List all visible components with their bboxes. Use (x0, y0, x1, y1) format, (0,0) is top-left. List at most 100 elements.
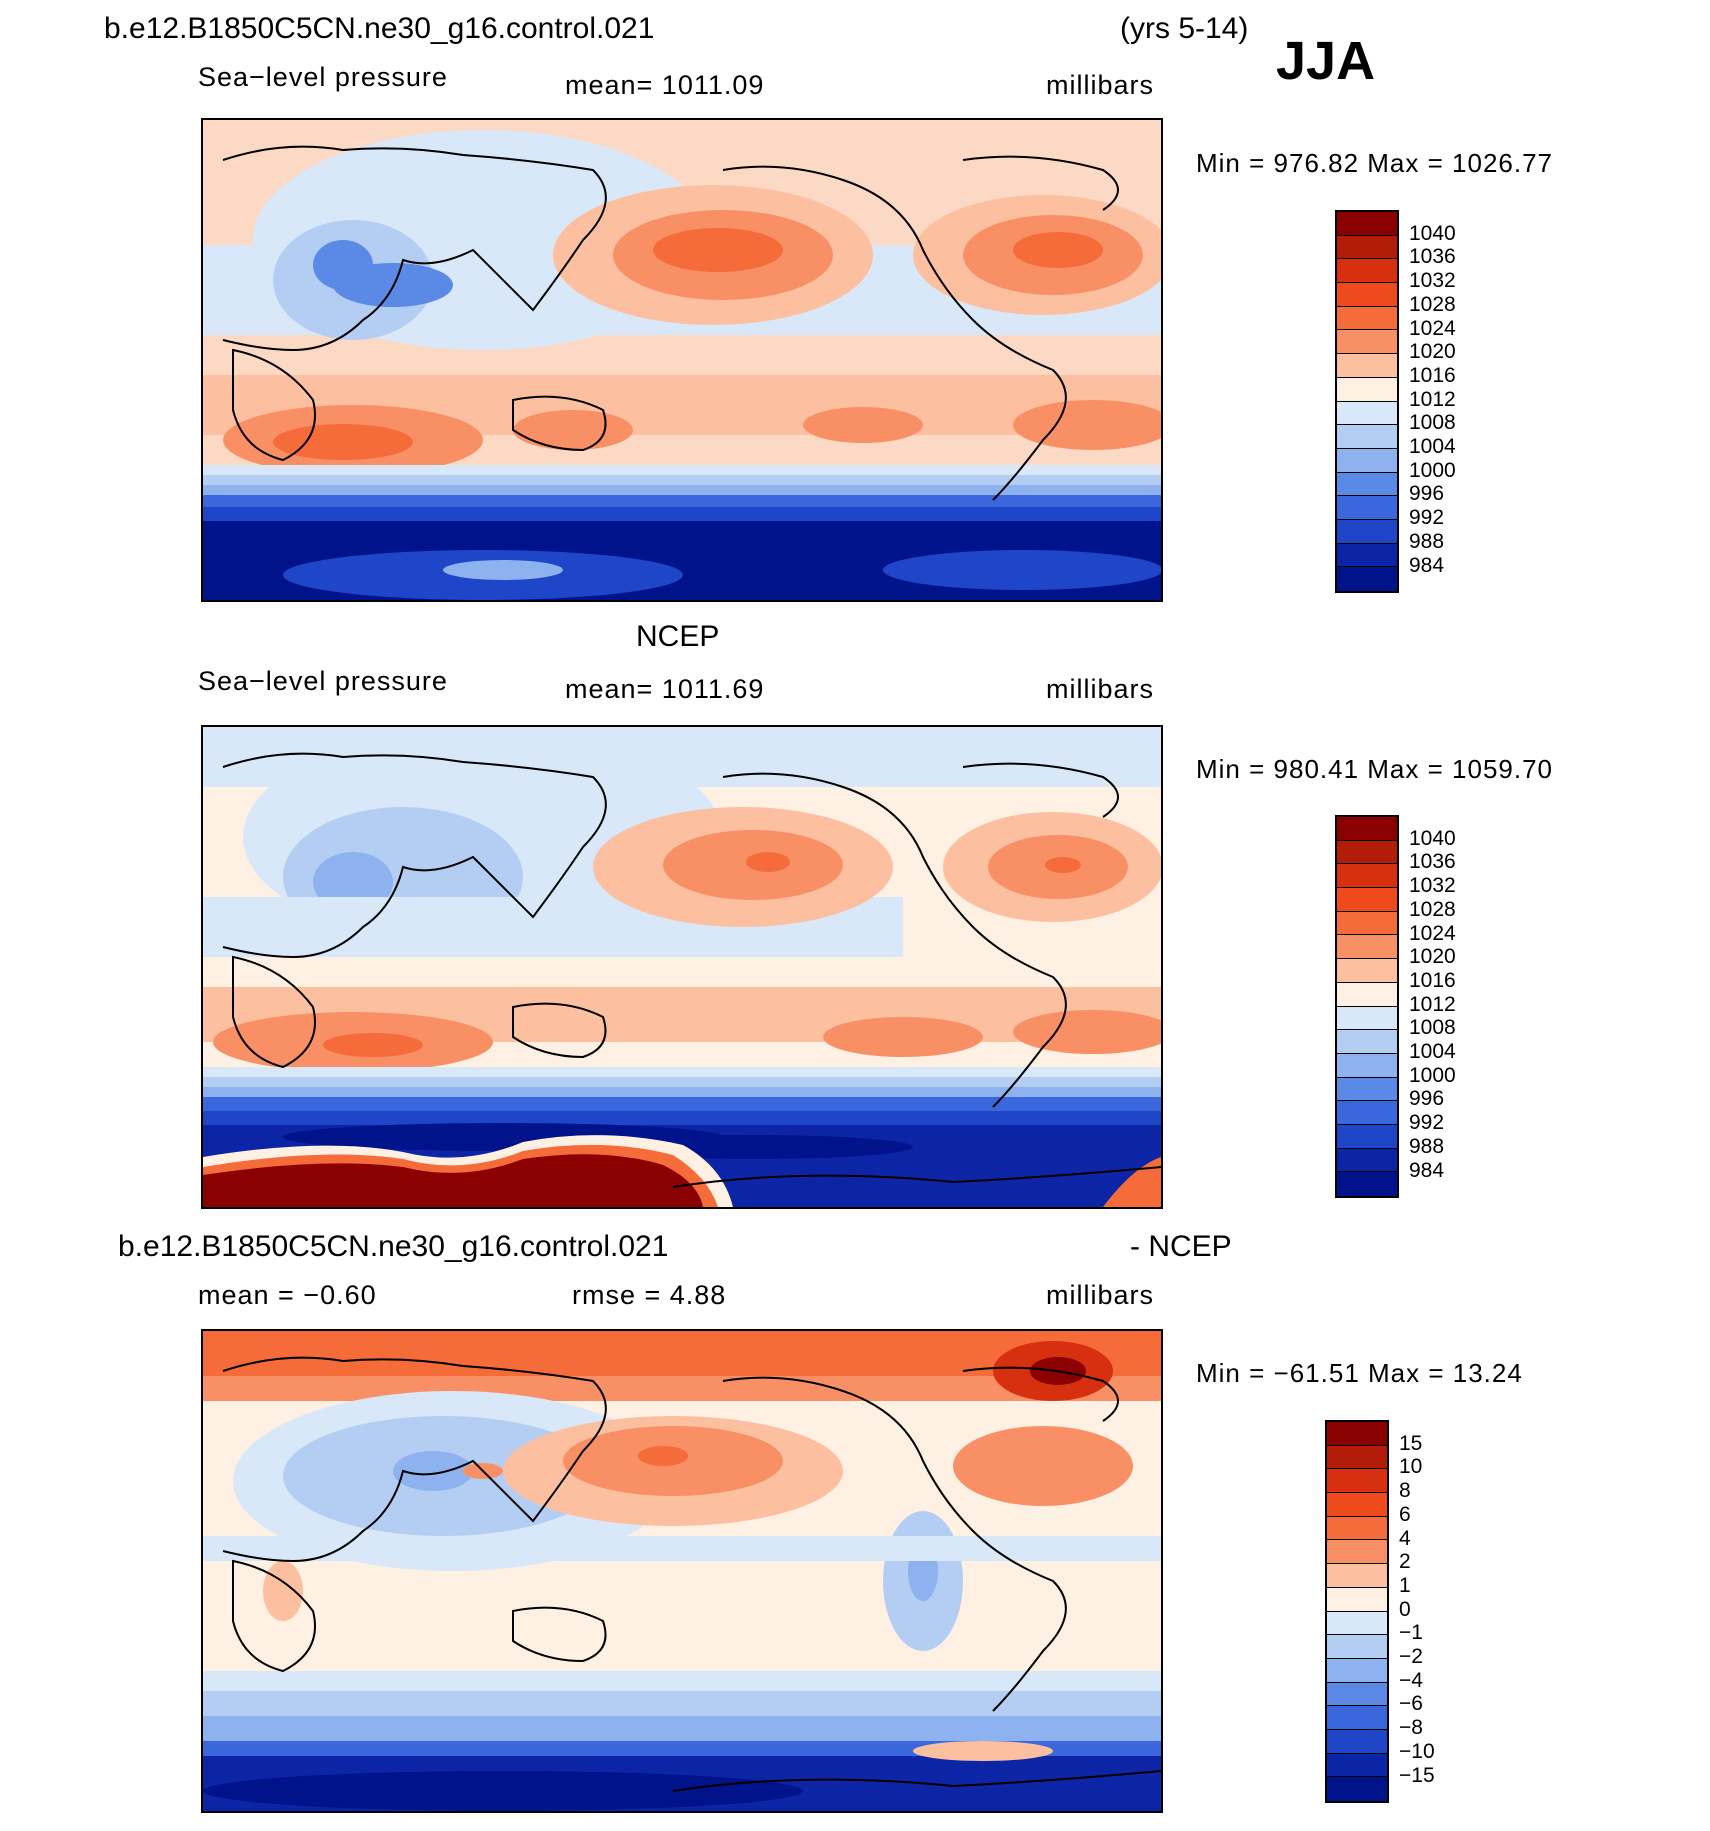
colorbar-swatch (1327, 1753, 1387, 1778)
colorbar-swatch (1327, 1658, 1387, 1683)
colorbar-tick-label: 1024 (1409, 921, 1456, 945)
colorbar-swatch (1337, 840, 1397, 865)
colorbar-tick-label: −10 (1399, 1739, 1435, 1763)
colorbar-tick-label: 1004 (1409, 435, 1456, 458)
colorbar-swatch (1337, 354, 1397, 378)
colorbar-tick-label: −4 (1399, 1668, 1423, 1692)
panel3-minmax: Min = −61.51 Max = 13.24 (1196, 1358, 1523, 1388)
colorbar-swatch (1337, 212, 1397, 236)
panel1-minmax: Min = 976.82 Max = 1026.77 (1196, 148, 1554, 178)
colorbar-swatch (1327, 1777, 1387, 1801)
panel1-units: millibars (1046, 70, 1155, 100)
colorbar-swatch (1337, 935, 1397, 960)
colorbar-swatch (1337, 1124, 1397, 1149)
panel1-map (201, 118, 1163, 602)
panel3-mean: mean = −0.60 (198, 1280, 377, 1310)
colorbar-tick-label: 0 (1399, 1597, 1411, 1621)
colorbar-swatch (1337, 1006, 1397, 1031)
colorbar-tick-label: 1024 (1409, 316, 1456, 340)
colorbar-tick-label: 992 (1409, 1111, 1445, 1135)
colorbar-tick-label: 1028 (1409, 897, 1456, 921)
colorbar-tick-label: 1004 (1409, 1040, 1456, 1063)
colorbar-swatch (1337, 496, 1397, 520)
colorbar-swatch (1327, 1611, 1387, 1636)
colorbar-tick-label: 1008 (1409, 1016, 1456, 1040)
colorbar-swatch (1337, 1030, 1397, 1054)
colorbar-swatch (1337, 330, 1397, 355)
colorbar-swatch (1337, 888, 1397, 912)
panel2-minmax: Min = 980.41 Max = 1059.70 (1196, 754, 1554, 784)
panel2-units: millibars (1046, 674, 1155, 704)
colorbar-swatch (1327, 1516, 1387, 1541)
colorbar-swatch (1337, 982, 1397, 1007)
colorbar-swatch (1337, 519, 1397, 544)
colorbar-swatch (1327, 1422, 1387, 1446)
colorbar-tick-label: 1016 (1409, 363, 1456, 387)
colorbar-swatch (1337, 1172, 1397, 1196)
case-name-title: b.e12.B1850C5CN.ne30_g16.control.021 (104, 12, 655, 45)
colorbar-swatch (1327, 1493, 1387, 1517)
colorbar-swatch (1337, 543, 1397, 568)
colorbar-swatch (1337, 959, 1397, 983)
panel2-colorbar: 1040 1036 1032 1028 1024 1020 1016 1012 1008 1004… (1335, 815, 1555, 1198)
colorbar-swatch (1337, 864, 1397, 889)
colorbar-tick-label: 1008 (1409, 411, 1456, 435)
panel1-mean: mean= 1011.09 (565, 70, 765, 100)
colorbar-tick-label: 2 (1399, 1550, 1411, 1574)
panel2-title: NCEP (636, 620, 720, 653)
colorbar-swatch (1337, 283, 1397, 307)
colorbar-tick-label: 984 (1409, 553, 1445, 577)
season-label: JJA (1276, 31, 1376, 91)
colorbar-swatch (1337, 235, 1397, 260)
panel3-title-right: - NCEP (1130, 1230, 1232, 1263)
colorbar-tick-label: 1040 (1409, 221, 1456, 245)
panel2-variable: Sea−level pressure (198, 666, 448, 696)
colorbar-tick-label: 4 (1399, 1526, 1411, 1550)
colorbar-tick-label: −6 (1399, 1692, 1423, 1716)
colorbar-tick-label: 1032 (1409, 874, 1456, 898)
colorbar-tick-label: 988 (1409, 529, 1445, 553)
colorbar-swatch (1337, 817, 1397, 841)
panel3-map (201, 1329, 1163, 1813)
colorbar-swatch (1327, 1564, 1387, 1588)
colorbar-tick-label: 996 (1409, 482, 1445, 506)
colorbar-tick-label: −8 (1399, 1716, 1423, 1740)
colorbar-tick-label: 1032 (1409, 269, 1456, 293)
colorbar-swatch (1337, 1053, 1397, 1078)
colorbar-swatch (1337, 448, 1397, 473)
panel1-variable: Sea−level pressure (198, 62, 448, 92)
colorbar-tick-label: 8 (1399, 1479, 1411, 1503)
colorbar-tick-label: 1020 (1409, 340, 1456, 364)
colorbar-swatch (1337, 911, 1397, 936)
colorbar-tick-label: 1028 (1409, 292, 1456, 316)
colorbar-tick-label: −15 (1399, 1763, 1435, 1787)
colorbar-swatch (1327, 1729, 1387, 1754)
colorbar-swatch (1327, 1445, 1387, 1470)
colorbar-swatch (1337, 472, 1397, 497)
colorbar-swatch (1327, 1587, 1387, 1612)
panel1-colorbar: 1040 1036 1032 1028 1024 1020 1016 1012 1008 1004… (1335, 210, 1555, 593)
colorbar-tick-label: 1012 (1409, 992, 1456, 1016)
colorbar-swatch (1337, 425, 1397, 449)
colorbar-tick-label: 1000 (1409, 458, 1456, 482)
colorbar-tick-label: 1012 (1409, 387, 1456, 411)
colorbar-swatches (1325, 1420, 1389, 1803)
colorbar-tick-label: 1036 (1409, 245, 1456, 269)
colorbar-swatch (1327, 1540, 1387, 1565)
colorbar-swatch (1327, 1682, 1387, 1707)
panel3-units: millibars (1046, 1280, 1155, 1310)
colorbar-swatch (1337, 259, 1397, 284)
colorbar-tick-label: 15 (1399, 1431, 1423, 1455)
colorbar-swatch (1337, 306, 1397, 331)
colorbar-tick-label: 1020 (1409, 945, 1456, 969)
panel3-rmse: rmse = 4.88 (572, 1280, 727, 1310)
panel3-colorbar: 15 10 8 6 4 2 1 0 −1 −2 −4 −6 −8 −10 −15 (1325, 1420, 1545, 1803)
colorbar-tick-label: 1040 (1409, 826, 1456, 850)
colorbar-swatch (1337, 377, 1397, 402)
colorbar-tick-label: 984 (1409, 1158, 1445, 1182)
colorbar-tick-label: 988 (1409, 1134, 1445, 1158)
panel2-map (201, 725, 1163, 1209)
colorbar-tick-label: 6 (1399, 1502, 1411, 1526)
colorbar-tick-label: 992 (1409, 506, 1445, 530)
colorbar-tick-label: 996 (1409, 1087, 1445, 1111)
